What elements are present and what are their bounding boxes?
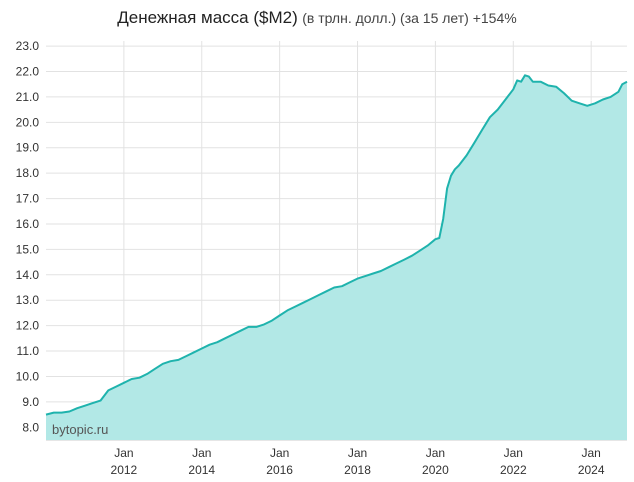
y-tick-label: 10.0	[16, 369, 40, 383]
x-tick-year: 2020	[422, 463, 449, 477]
x-tick-month: Jan	[270, 446, 289, 460]
x-tick-month: Jan	[114, 446, 133, 460]
chart-title: Денежная масса ($M2)	[117, 8, 298, 27]
y-tick-label: 17.0	[16, 192, 40, 206]
y-tick-label: 18.0	[16, 166, 40, 180]
y-tick-label: 20.0	[16, 115, 40, 129]
y-tick-label: 11.0	[17, 344, 40, 358]
y-tick-label: 19.0	[16, 141, 40, 155]
x-tick-month: Jan	[192, 446, 211, 460]
y-tick-label: 16.0	[16, 217, 40, 231]
y-tick-label: 23.0	[16, 39, 40, 53]
x-tick-month: Jan	[426, 446, 445, 460]
y-tick-label: 8.0	[22, 420, 39, 434]
x-tick-year: 2016	[266, 463, 293, 477]
x-tick-year: 2012	[111, 463, 138, 477]
y-tick-label: 15.0	[16, 242, 40, 256]
x-tick-year: 2024	[578, 463, 605, 477]
y-tick-label: 9.0	[22, 395, 39, 409]
watermark-text: bytopic.ru	[52, 422, 108, 437]
y-tick-label: 22.0	[16, 64, 40, 78]
chart-subtitle: (в трлн. долл.) (за 15 лет) +154%	[302, 10, 517, 26]
series-line	[45, 74, 628, 416]
x-tick-year: 2014	[188, 463, 215, 477]
y-tick-label: 12.0	[16, 319, 40, 333]
y-axis-ticks: 8.0 9.0 10.0 11.0 12.0 13.0 14.0 15.0 16.0 17.0 18…	[16, 39, 40, 434]
x-axis-ticks: Jan 2012 Jan 2014 Jan 2016 Jan 2018 Jan 2020 Jan 20…	[111, 446, 605, 477]
y-tick-label: 21.0	[16, 90, 40, 104]
x-tick-year: 2018	[344, 463, 371, 477]
y-tick-label: 14.0	[16, 268, 40, 282]
x-tick-month: Jan	[581, 446, 600, 460]
area-fill	[46, 75, 627, 441]
x-tick-month: Jan	[348, 446, 367, 460]
y-tick-label: 13.0	[16, 293, 40, 307]
x-tick-year: 2022	[500, 463, 527, 477]
chart-title-row: Денежная масса ($M2) (в трлн. долл.) (за…	[0, 8, 634, 28]
x-tick-month: Jan	[504, 446, 523, 460]
